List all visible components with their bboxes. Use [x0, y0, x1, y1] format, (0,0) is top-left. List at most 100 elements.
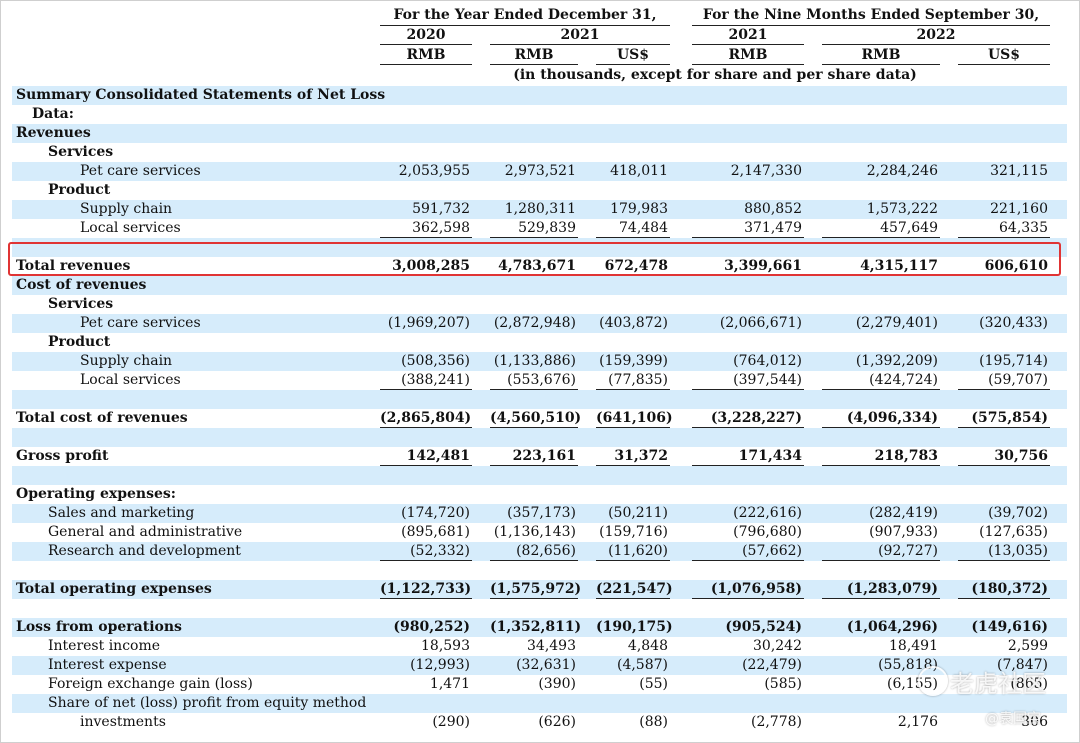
row-value: (796,680) [733, 524, 802, 540]
table-row: Pet care services 2,053,955 2,973,521 418,0… [12, 162, 1067, 181]
row-value: 2,147,330 [730, 163, 802, 179]
header-year-2020: 2020 [406, 27, 446, 43]
value-underline [692, 237, 804, 238]
row-label: Total operating expenses [16, 581, 212, 597]
value-underline [490, 237, 578, 238]
row-value: (980,252) [393, 619, 470, 635]
row-label: Services [48, 144, 114, 160]
value-underline [822, 389, 940, 390]
table-row [12, 561, 1067, 580]
row-value: 30,756 [994, 448, 1048, 464]
row-value: (626) [538, 714, 576, 730]
header-group-nine: For the Nine Months Ended September 30, [702, 7, 1040, 23]
row-value: (1,133,886) [493, 353, 576, 369]
row-label: Data: [32, 106, 74, 122]
row-value: (92,727) [878, 543, 938, 559]
header-year-2021b-underline [692, 44, 804, 45]
row-value: (77,835) [608, 372, 668, 388]
table-row: Share of net (loss) profit from equity m… [12, 694, 1067, 713]
total-revenues-highlight [8, 242, 1061, 276]
value-underline [822, 598, 940, 599]
row-value: (22,479) [742, 657, 802, 673]
value-underline [596, 389, 670, 390]
row-value: (12,993) [410, 657, 470, 673]
value-underline [958, 389, 1050, 390]
value-underline [490, 465, 578, 466]
row-label: Pet care services [80, 315, 201, 331]
row-value: (127,635) [979, 524, 1048, 540]
row-value: (190,175) [596, 619, 673, 635]
row-label: Supply chain [80, 201, 173, 217]
table-row: Loss from operations (980,252) (1,352,811)… [12, 618, 1067, 637]
table-row: Gross profit 142,481 223,161 31,372 171,434 2… [12, 447, 1067, 466]
row-value: 2,599 [1007, 638, 1048, 654]
row-label: Cost of revenues [16, 277, 147, 293]
header-currency-2-underline [490, 64, 578, 65]
row-value: (159,716) [599, 524, 668, 540]
row-value: 4,848 [627, 638, 668, 654]
header-year-2022-underline [822, 44, 1050, 45]
row-label: Local services [80, 372, 181, 388]
header-currency-6-underline [958, 64, 1050, 65]
row-value: (2,865,804) [380, 410, 472, 426]
table-row: Interest income 18,593 34,493 4,848 30,242 18… [12, 637, 1067, 656]
row-value: (397,544) [733, 372, 802, 388]
row-label: Product [48, 334, 111, 350]
header-year-2021a: 2021 [560, 27, 600, 43]
header-currency-1: RMB [406, 47, 446, 63]
row-value: (390) [538, 676, 576, 692]
row-value: 18,491 [889, 638, 938, 654]
table-row: Services [12, 143, 1067, 162]
row-value: (4,096,334) [846, 410, 938, 426]
table-row: Supply chain (508,356) (1,133,886) (159,399… [12, 352, 1067, 371]
row-value: (641,106) [596, 410, 673, 426]
row-label: Interest expense [48, 657, 167, 673]
value-underline [958, 465, 1050, 466]
header-currency-2: RMB [514, 47, 554, 63]
header-currency-5: RMB [861, 47, 901, 63]
table-row: Data: [12, 105, 1067, 124]
row-value: (320,433) [979, 315, 1048, 331]
header-currency-4-underline [692, 64, 804, 65]
table-row: Services [12, 295, 1067, 314]
row-value: (2,872,948) [493, 315, 576, 331]
row-value: (149,616) [971, 619, 1048, 635]
table-row: Total operating expenses (1,122,733) (1,57… [12, 580, 1067, 599]
header-currency-5-underline [822, 64, 940, 65]
row-value: (1,283,079) [846, 581, 938, 597]
row-value: 31,372 [614, 448, 668, 464]
row-value: (553,676) [507, 372, 576, 388]
value-underline [490, 598, 578, 599]
row-value: (221,547) [596, 581, 673, 597]
row-value: (2,778) [750, 714, 802, 730]
row-label: Supply chain [80, 353, 173, 369]
value-underline [692, 560, 804, 561]
row-label: Research and development [48, 543, 241, 559]
row-label: Interest income [48, 638, 161, 654]
row-value: (50,211) [608, 505, 668, 521]
table-row: Foreign exchange gain (loss) 1,471 (390) (5… [12, 675, 1067, 694]
watermark-logo-icon [918, 666, 948, 696]
value-underline [822, 427, 940, 428]
row-value: 2,973,521 [504, 163, 576, 179]
row-value: (1,064,296) [846, 619, 938, 635]
row-value: (222,616) [733, 505, 802, 521]
row-value: (59,707) [988, 372, 1048, 388]
value-underline [596, 465, 670, 466]
row-value: 74,484 [619, 220, 668, 236]
row-value: 362,598 [412, 220, 470, 236]
header-currency-6: US$ [987, 47, 1021, 63]
table-row: Local services (388,241) (553,676) (77,835)… [12, 371, 1067, 390]
row-value: (11,620) [608, 543, 668, 559]
row-value: 418,011 [610, 163, 668, 179]
row-value: 221,160 [990, 201, 1048, 217]
table-row: Product [12, 181, 1067, 200]
row-label: Local services [80, 220, 181, 236]
row-value: (39,702) [988, 505, 1048, 521]
value-underline [692, 465, 804, 466]
row-value: (4,587) [616, 657, 668, 673]
header-currency-4: RMB [728, 47, 768, 63]
row-value: (195,714) [979, 353, 1048, 369]
row-value: (174,720) [401, 505, 470, 521]
row-value: 1,280,311 [504, 201, 576, 217]
